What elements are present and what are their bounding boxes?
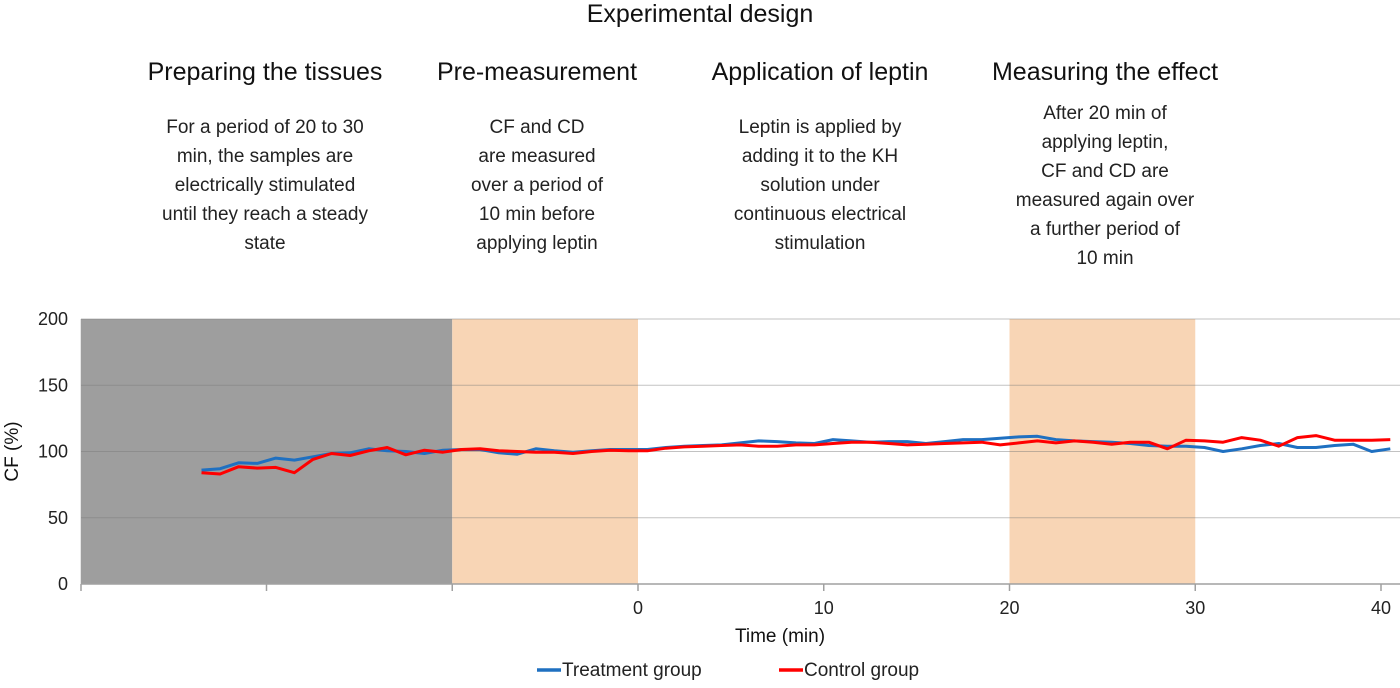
- y-tick-label: 100: [38, 442, 68, 462]
- legend-label: Treatment group: [562, 660, 702, 681]
- desc-line: adding it to the KH: [741, 146, 899, 167]
- desc-line: applying leptin,: [1041, 132, 1169, 153]
- x-tick-label: 30: [1185, 598, 1205, 618]
- legend-label: Control group: [804, 660, 919, 681]
- phase-description: CF and CD are measured over a period of …: [398, 113, 676, 258]
- y-tick-label: 0: [58, 574, 68, 594]
- desc-line: measured again over: [1015, 190, 1195, 211]
- phase-description: Leptin is applied by adding it to the KH…: [660, 113, 980, 258]
- phase-heading: Preparing the tissues: [147, 58, 383, 86]
- x-tick-label: 20: [999, 598, 1019, 618]
- phase-heading: Pre-measurement: [436, 58, 638, 86]
- desc-line: min, the samples are: [176, 146, 354, 167]
- desc-line: electrically stimulated: [174, 175, 356, 196]
- x-tick-label: 0: [633, 598, 643, 618]
- phase-heading: Measuring the effect: [991, 58, 1219, 86]
- desc-line: a further period of: [1030, 219, 1180, 240]
- x-tick-label: 40: [1371, 598, 1391, 618]
- y-tick-label: 200: [38, 309, 68, 329]
- figure-title: Experimental design: [586, 0, 814, 28]
- y-axis-title: CF (%): [2, 421, 23, 481]
- phase-application-of-leptin: Application of leptin Leptin is applied …: [660, 57, 980, 258]
- desc-line: After 20 min of: [1043, 103, 1167, 124]
- y-tick-label: 150: [38, 375, 68, 395]
- shaded-region-measuring-effect: [1009, 319, 1196, 584]
- desc-line: until they reach a steady: [162, 204, 368, 225]
- desc-line: are measured: [478, 146, 596, 167]
- desc-line: solution under: [760, 175, 880, 196]
- desc-line: stimulation: [774, 233, 866, 254]
- desc-line: Leptin is applied by: [738, 117, 902, 138]
- x-axis-title: Time (min): [735, 626, 825, 647]
- phase-description: After 20 min of applying leptin, CF and …: [950, 99, 1260, 273]
- phase-measuring-effect: Measuring the effect After 20 min of app…: [950, 57, 1260, 273]
- desc-line: applying leptin: [476, 233, 598, 254]
- desc-line: 10 min: [1076, 248, 1134, 269]
- desc-line: over a period of: [470, 175, 604, 196]
- desc-line: 10 min before: [478, 204, 596, 225]
- desc-line: continuous electrical: [733, 204, 907, 225]
- y-tick-label: 50: [48, 508, 68, 528]
- phase-pre-measurement: Pre-measurement CF and CD are measured o…: [398, 57, 676, 258]
- x-tick-label: 10: [814, 598, 834, 618]
- desc-line: CF and CD are: [1041, 161, 1169, 182]
- phase-description: For a period of 20 to 30 min, the sample…: [105, 113, 425, 258]
- cf-line-chart: 0 50 100 150 200 0 10 20 30 40 CF (%) Time (min)…: [2, 309, 1400, 681]
- desc-line: state: [244, 233, 286, 254]
- phase-preparing-tissues: Preparing the tissues For a period of 20…: [105, 57, 425, 258]
- desc-line: CF and CD: [489, 117, 585, 138]
- series-line-control: [201, 434, 1391, 476]
- desc-line: For a period of 20 to 30: [166, 117, 364, 138]
- phase-heading: Application of leptin: [711, 58, 929, 86]
